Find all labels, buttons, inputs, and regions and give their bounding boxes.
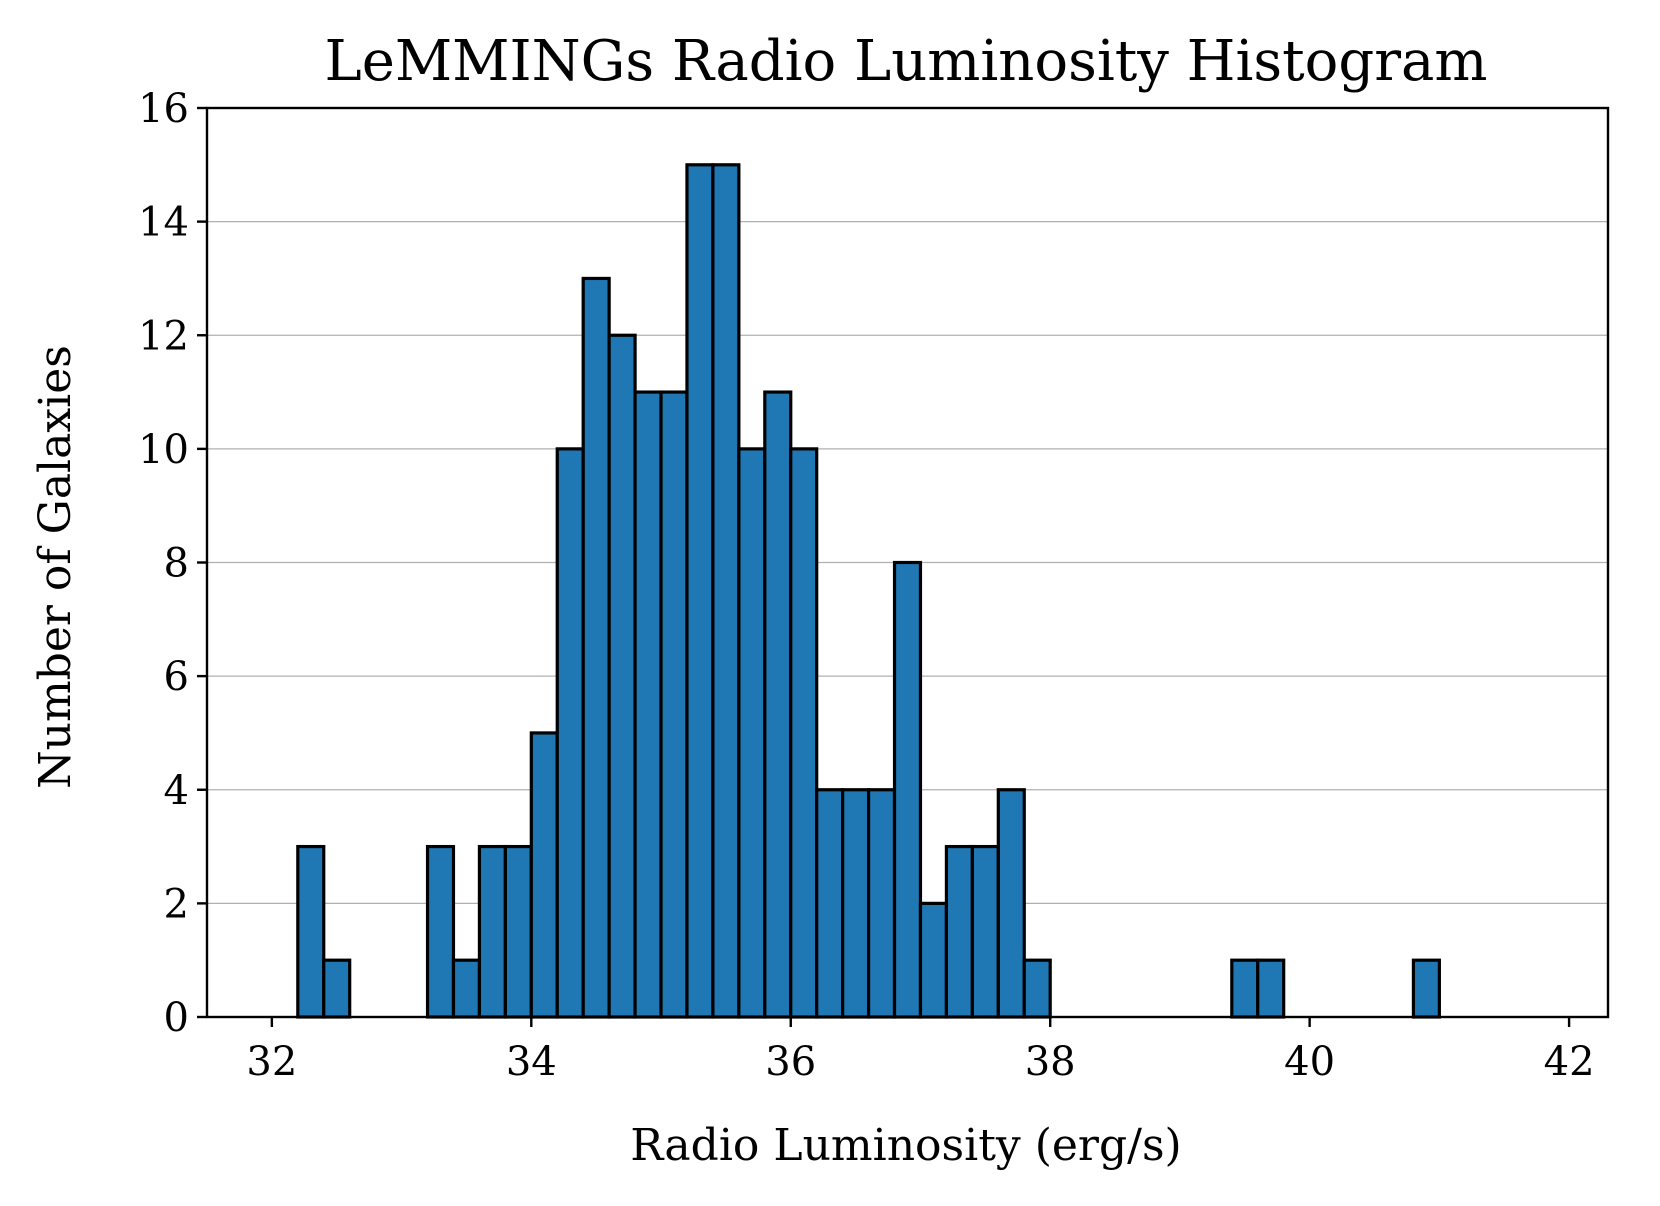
histogram-bar xyxy=(1411,958,1441,1019)
y-tick-label: 10 xyxy=(138,427,189,473)
x-tick-label: 40 xyxy=(1284,1039,1335,1085)
histogram-bar xyxy=(815,788,845,1019)
histogram-bar xyxy=(685,163,715,1019)
x-tick-label: 32 xyxy=(246,1039,297,1085)
histogram-bar xyxy=(892,560,923,1019)
y-tick-label: 4 xyxy=(164,768,189,814)
histogram-bar xyxy=(970,844,1000,1019)
y-tick-label: 0 xyxy=(164,995,189,1041)
x-tick-label: 36 xyxy=(765,1039,816,1085)
histogram-bar xyxy=(296,844,326,1019)
histogram-bar xyxy=(1022,958,1052,1019)
histogram-bar xyxy=(581,276,611,1019)
histogram-bar xyxy=(1256,958,1286,1019)
x-tick-label: 34 xyxy=(506,1039,557,1085)
ticks-layer: 32 34 36 38 40 42 0 2 4 6 8 10 12 14 16 xyxy=(138,86,1594,1085)
histogram-bar xyxy=(996,788,1026,1019)
histogram-bar xyxy=(503,844,533,1019)
x-axis-label: Radio Luminosity (erg/s) xyxy=(630,1120,1181,1171)
histogram-bar xyxy=(451,958,482,1019)
y-axis-label: Number of Galaxies xyxy=(30,345,81,789)
x-tick-label: 42 xyxy=(1544,1039,1595,1085)
histogram-bar xyxy=(555,447,585,1019)
histogram-bar xyxy=(607,333,637,1019)
histogram-bar xyxy=(633,390,663,1019)
y-tick-label: 14 xyxy=(138,200,189,246)
y-tick-label: 6 xyxy=(164,654,189,700)
histogram-bar xyxy=(1230,958,1260,1019)
histogram-bar xyxy=(789,447,819,1019)
histogram-bar xyxy=(477,844,507,1019)
chart-title: LeMMINGs Radio Luminosity Histogram xyxy=(325,29,1488,94)
histogram-bar xyxy=(763,390,793,1019)
y-tick-label: 8 xyxy=(164,541,189,587)
histogram-bar xyxy=(529,731,559,1019)
y-tick-label: 12 xyxy=(138,313,189,359)
histogram-bar xyxy=(841,788,871,1019)
histogram-bar xyxy=(659,390,689,1019)
histogram-bar xyxy=(711,163,741,1019)
histogram-bar xyxy=(918,901,949,1019)
y-tick-label: 16 xyxy=(138,86,189,132)
y-tick-label: 2 xyxy=(164,881,189,927)
bars-layer xyxy=(296,163,1441,1019)
x-tick-label: 38 xyxy=(1025,1039,1076,1085)
histogram-bar xyxy=(737,447,767,1019)
histogram-bar xyxy=(944,844,974,1019)
histogram-bar xyxy=(425,844,456,1019)
histogram-bar xyxy=(322,958,352,1019)
histogram-bar xyxy=(866,788,897,1019)
